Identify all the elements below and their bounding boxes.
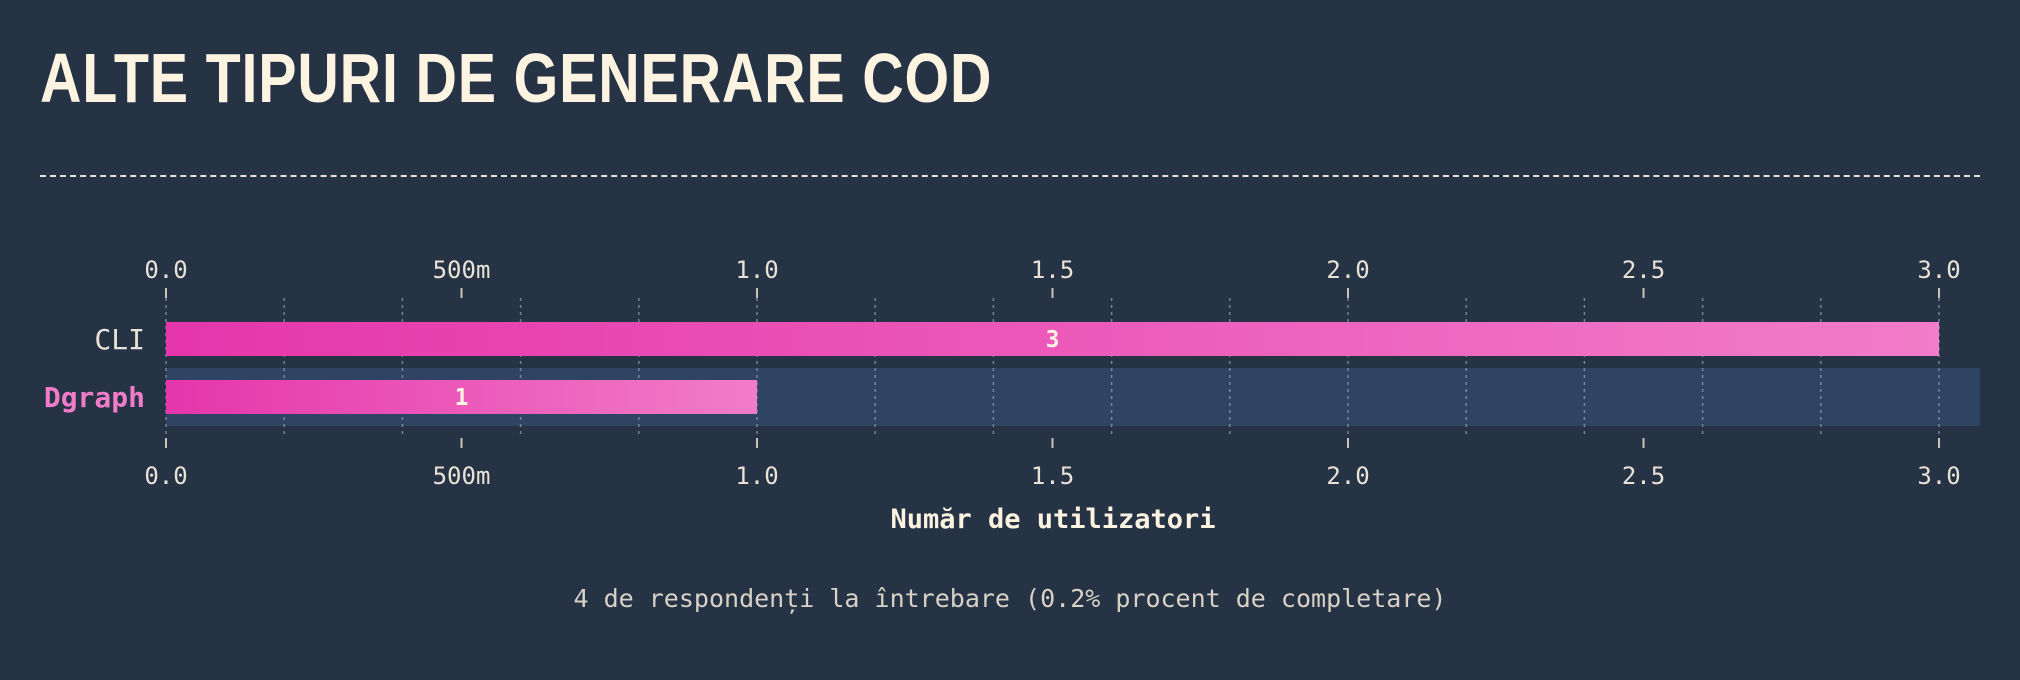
bar-dgraph xyxy=(166,380,757,414)
x-tick-label-bottom: 1.5 xyxy=(1031,462,1074,490)
x-tick-label-bottom: 2.5 xyxy=(1622,462,1665,490)
x-tick-label-top: 500m xyxy=(433,256,491,284)
x-tick-label-bottom: 500m xyxy=(433,462,491,490)
footnote: 4 de respondenți la întrebare (0.2% proc… xyxy=(573,584,1447,613)
title-divider xyxy=(40,175,1980,177)
x-tick-label-top: 1.5 xyxy=(1031,256,1074,284)
x-axis-title: Număr de utilizatori xyxy=(890,504,1215,535)
x-tick-label-top: 0.0 xyxy=(144,256,187,284)
x-tick-label-bottom: 2.0 xyxy=(1326,462,1369,490)
x-tick-label-bottom: 3.0 xyxy=(1917,462,1960,490)
x-tick-label-bottom: 1.0 xyxy=(735,462,778,490)
bar-value-label: 3 xyxy=(1046,327,1060,353)
chart-title: ALTE TIPURI DE GENERARE COD xyxy=(40,39,993,117)
category-label: Dgraph xyxy=(44,381,145,414)
grid-layer xyxy=(165,298,1940,438)
x-tick-label-top: 2.0 xyxy=(1326,256,1369,284)
axes-layer: 0.0 0.0 500m 500m 1.0 1.0 1.5 1.5 2.0 2.0 2.5 2.5 3.… xyxy=(44,256,1961,490)
x-tick-label-bottom: 0.0 xyxy=(144,462,187,490)
bar-cli xyxy=(166,322,1939,356)
x-tick-label-top: 2.5 xyxy=(1622,256,1665,284)
bars-layer: 31 xyxy=(166,322,1939,414)
category-label: CLI xyxy=(94,323,145,356)
x-tick-label-top: 1.0 xyxy=(735,256,778,284)
bar-value-label: 1 xyxy=(455,385,469,411)
bar-chart: 31 0.00.0500m500m1.01.01.51.52.02.02.52.… xyxy=(44,256,1980,535)
x-tick-label-top: 3.0 xyxy=(1917,256,1960,284)
